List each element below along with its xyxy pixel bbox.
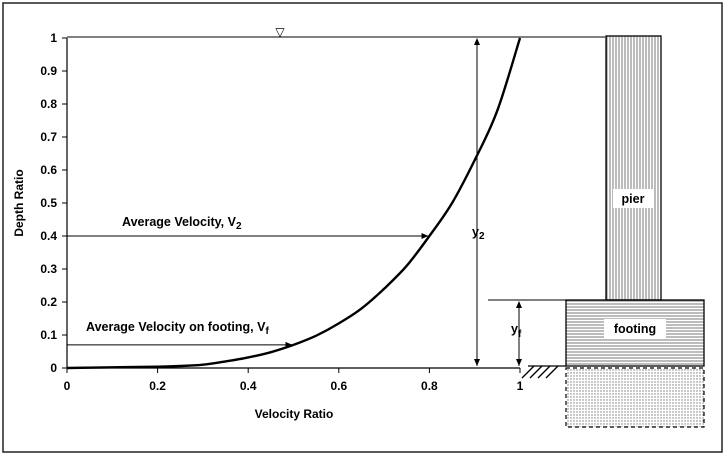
pier-label-box bbox=[613, 189, 653, 208]
v2-label: Average Velocity, V2 bbox=[122, 215, 242, 232]
x-tick-label: 0.8 bbox=[421, 379, 438, 393]
y-tick-label: 0.8 bbox=[40, 97, 57, 111]
y-ticks: 0 0.1 0.2 0.3 0.4 0.5 0.6 0.7 0.8 0.9 1 bbox=[40, 31, 67, 375]
y-tick-label: 0 bbox=[50, 361, 57, 375]
x-tick-label: 0.2 bbox=[149, 379, 166, 393]
soil-block bbox=[565, 367, 705, 428]
water-surface-icon: ▽ bbox=[275, 25, 285, 39]
pier-label: pier bbox=[622, 192, 645, 206]
vf-label: Average Velocity on footing, Vf bbox=[86, 320, 269, 337]
x-tick-label: 1 bbox=[517, 379, 524, 393]
y-axis-label: Depth Ratio bbox=[12, 169, 26, 236]
y-tick-label: 1 bbox=[50, 31, 57, 45]
footing-label: footing bbox=[614, 322, 656, 336]
x-ticks: 0 0.2 0.4 0.6 0.8 1 bbox=[64, 368, 524, 393]
yf-subscript: f bbox=[518, 329, 522, 340]
y2-subscript: 2 bbox=[479, 231, 485, 242]
footing-label-box bbox=[604, 319, 666, 338]
x-tick-label: 0 bbox=[64, 379, 71, 393]
x-tick-label: 0.4 bbox=[240, 379, 257, 393]
vf-subscript: f bbox=[265, 326, 269, 337]
v2-subscript: 2 bbox=[236, 221, 242, 232]
y-tick-label: 0.6 bbox=[40, 163, 57, 177]
y-tick-label: 0.1 bbox=[40, 328, 57, 342]
yf-label: yf bbox=[511, 322, 522, 340]
y-tick-label: 0.9 bbox=[40, 64, 57, 78]
x-axis-label: Velocity Ratio bbox=[255, 407, 334, 421]
pier bbox=[605, 35, 662, 301]
y-tick-label: 0.3 bbox=[40, 262, 57, 276]
ground-hatch bbox=[521, 365, 566, 379]
y-tick-label: 0.4 bbox=[40, 229, 57, 243]
y2-label: y2 bbox=[472, 225, 485, 242]
y-tick-label: 0.5 bbox=[40, 196, 57, 210]
y-tick-label: 0.7 bbox=[40, 130, 57, 144]
x-tick-label: 0.6 bbox=[330, 379, 347, 393]
y-tick-label: 0.2 bbox=[40, 295, 57, 309]
velocity-profile-curve bbox=[66, 37, 522, 370]
